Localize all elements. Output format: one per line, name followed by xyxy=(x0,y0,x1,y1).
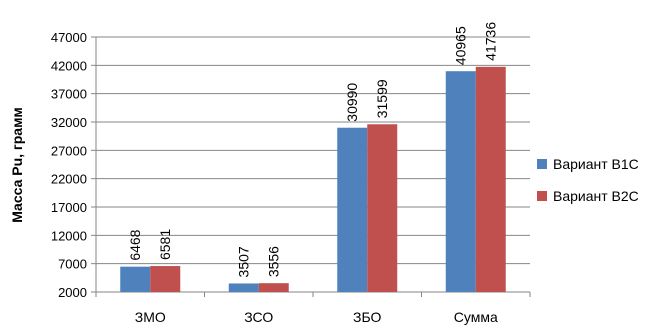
data-label: 41736 xyxy=(483,22,499,61)
y-tick-label: 2000 xyxy=(58,285,87,300)
y-axis-title: Масса Pu, грамм xyxy=(9,107,25,223)
bar xyxy=(367,124,398,292)
bar xyxy=(120,266,151,292)
legend-label: Вариант В2С xyxy=(553,188,639,204)
y-tick-label: 42000 xyxy=(51,58,87,73)
tick-labels: 2000 7000 12000 17000 22000 27000 32000 37000 42… xyxy=(51,30,498,325)
legend-label: Вариант В1С xyxy=(553,156,639,172)
y-tick-label: 22000 xyxy=(51,172,87,187)
data-label: 6468 xyxy=(127,229,143,260)
data-label: 3556 xyxy=(266,246,282,277)
data-label: 3507 xyxy=(236,246,252,277)
x-category-label: ЗСО xyxy=(244,309,273,325)
x-category-label: Сумма xyxy=(454,309,498,325)
y-tick-label: 37000 xyxy=(51,87,87,102)
x-category-label: ЗБО xyxy=(353,309,381,325)
bars xyxy=(120,66,506,293)
bar xyxy=(150,266,181,292)
bar xyxy=(228,283,259,292)
x-category-label: ЗМО xyxy=(135,309,166,325)
y-tick-label: 17000 xyxy=(51,200,87,215)
legend-swatch xyxy=(537,159,547,169)
data-label: 40965 xyxy=(453,26,469,65)
data-label: 30990 xyxy=(344,83,360,122)
bar xyxy=(445,71,476,292)
bar xyxy=(337,127,368,293)
data-label: 31599 xyxy=(374,79,390,118)
y-tick-label: 32000 xyxy=(51,115,87,130)
bar xyxy=(258,283,289,292)
legend-swatch xyxy=(537,191,547,201)
bar xyxy=(475,66,506,292)
legend: Вариант В1С Вариант В2С xyxy=(537,156,639,204)
y-tick-label: 7000 xyxy=(58,257,87,272)
data-labels: 6468 6581 3507 3556 30990 31599 40965 41736 xyxy=(127,22,499,278)
y-tick-label: 47000 xyxy=(51,30,87,45)
y-tick-label: 12000 xyxy=(51,228,87,243)
gridlines xyxy=(96,36,530,265)
y-tick-label: 27000 xyxy=(51,143,87,158)
data-label: 6581 xyxy=(157,229,173,260)
